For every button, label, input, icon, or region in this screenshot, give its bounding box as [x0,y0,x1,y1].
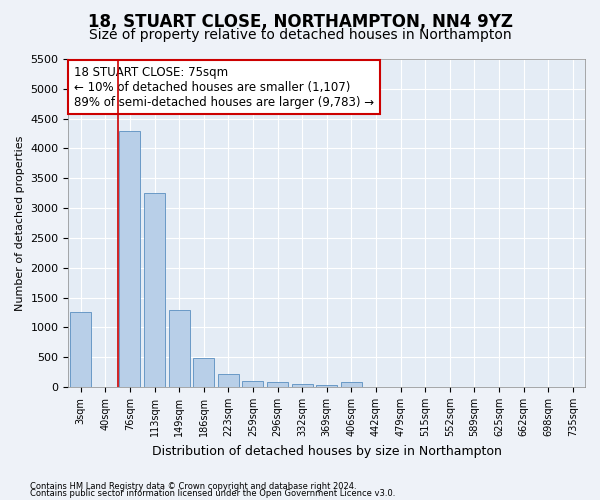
Bar [218,374,239,387]
Text: Contains public sector information licensed under the Open Government Licence v3: Contains public sector information licen… [30,490,395,498]
X-axis label: Distribution of detached houses by size in Northampton: Distribution of detached houses by size … [152,444,502,458]
Text: Contains HM Land Registry data © Crown copyright and database right 2024.: Contains HM Land Registry data © Crown c… [30,482,356,491]
Text: 18, STUART CLOSE, NORTHAMPTON, NN4 9YZ: 18, STUART CLOSE, NORTHAMPTON, NN4 9YZ [88,12,512,30]
Bar [341,382,362,387]
Bar [119,130,140,387]
Y-axis label: Number of detached properties: Number of detached properties [15,136,25,310]
Bar [70,312,91,387]
Bar [242,382,263,387]
Bar [267,382,288,387]
Bar [193,358,214,387]
Bar [144,193,165,387]
Bar [292,384,313,387]
Bar [169,310,190,387]
Text: 18 STUART CLOSE: 75sqm
← 10% of detached houses are smaller (1,107)
89% of semi-: 18 STUART CLOSE: 75sqm ← 10% of detached… [74,66,374,108]
Bar [316,384,337,387]
Text: Size of property relative to detached houses in Northampton: Size of property relative to detached ho… [89,28,511,42]
